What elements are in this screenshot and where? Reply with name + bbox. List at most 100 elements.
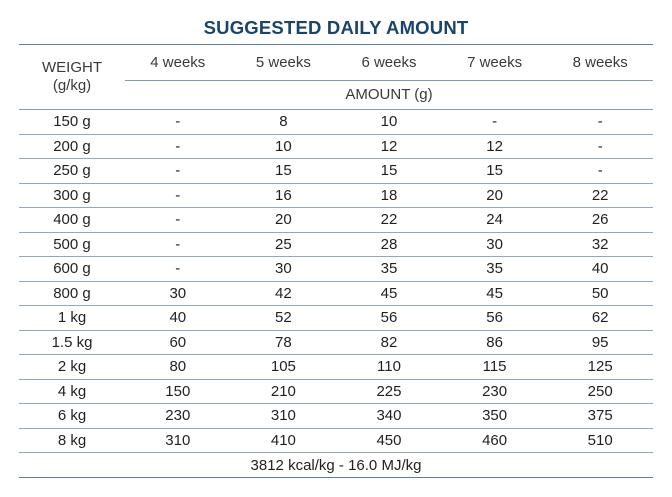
amount-cell: 30 (230, 256, 337, 282)
amount-cell: 350 (441, 403, 548, 429)
table-row: 600 g -30 35 35 40 (19, 256, 653, 282)
table-row: 4 kg 150 210 225 230 250 (19, 379, 653, 404)
amount-cell: 20 (441, 183, 548, 208)
amount-cell: 375 (547, 403, 653, 429)
amount-cell: 12 (441, 134, 548, 159)
amount-cell: 45 (336, 281, 442, 306)
amount-cell: - (547, 134, 653, 159)
amount-cell: 10 (336, 109, 442, 135)
amount-cell: 510 (547, 428, 653, 453)
weight-cell: 1 kg (19, 305, 125, 331)
amount-cell: 35 (336, 256, 442, 282)
week-header: 6 weeks (336, 44, 442, 81)
amount-cell: 25 (230, 232, 337, 257)
weight-cell: 250 g (19, 158, 125, 184)
amount-cell: - (125, 109, 231, 135)
amount-cell: - (125, 158, 231, 184)
amount-cell: - (125, 183, 231, 208)
amount-cell: 45 (441, 281, 548, 306)
amount-cell: 250 (547, 379, 653, 404)
energy-footer-row: 3812 kcal/kg - 16.0 MJ/kg (19, 452, 653, 478)
feeding-table: WEIGHT (g/kg) 4 weeks 5 weeks 6 weeks 7 … (19, 44, 653, 478)
amount-cell: 8 (230, 109, 337, 135)
weight-cell: 8 kg (19, 428, 125, 453)
amount-cell: - (125, 134, 231, 159)
amount-cell: 20 (230, 207, 337, 233)
amount-cell: 16 (230, 183, 337, 208)
table-row: 500 g -25 28 30 32 (19, 232, 653, 257)
amount-cell: - (125, 207, 231, 233)
amount-cell: 115 (441, 354, 548, 380)
table-row: 250 g -15 15 15- (19, 158, 653, 184)
amount-cell: - (125, 256, 231, 282)
weight-cell: 1.5 kg (19, 330, 125, 355)
amount-cell: - (441, 109, 548, 135)
weight-cell: 300 g (19, 183, 125, 208)
weight-cell: 4 kg (19, 379, 125, 404)
amount-cell: 30 (125, 281, 231, 306)
amount-cell: 410 (230, 428, 337, 453)
amount-cell: 86 (441, 330, 548, 355)
table-row: 6 kg 230 310 340 350 375 (19, 403, 653, 429)
table-row: 1 kg 40 52 56 56 62 (19, 305, 653, 331)
amount-cell: 15 (230, 158, 337, 184)
amount-cell: 125 (547, 354, 653, 380)
weight-header-line2: (g/kg) (52, 77, 92, 94)
amount-cell: 22 (336, 207, 442, 233)
table-row: 2 kg 80 105 110 115 125 (19, 354, 653, 380)
table-row: 800 g 30 42 45 45 50 (19, 281, 653, 306)
weight-cell: 200 g (19, 134, 125, 159)
amount-cell: 105 (230, 354, 337, 380)
weight-cell: 500 g (19, 232, 125, 257)
amount-cell: 62 (547, 305, 653, 331)
amount-cell: 18 (336, 183, 442, 208)
amount-cell: 78 (230, 330, 337, 355)
amount-cell: 32 (547, 232, 653, 257)
amount-cell: 460 (441, 428, 548, 453)
amount-cell: 450 (336, 428, 442, 453)
weight-header-line1: WEIGHT (42, 59, 102, 76)
weight-cell: 2 kg (19, 354, 125, 380)
amount-cell: 52 (230, 305, 337, 331)
amount-cell: 340 (336, 403, 442, 429)
amount-cell: 82 (336, 330, 442, 355)
table-row: 200 g -10 12 12- (19, 134, 653, 159)
amount-cell: 225 (336, 379, 442, 404)
week-header: 7 weeks (441, 44, 548, 81)
amount-cell: 50 (547, 281, 653, 306)
amount-cell: 110 (336, 354, 442, 380)
table-row: 400 g -20 22 24 26 (19, 207, 653, 233)
amount-cell: 80 (125, 354, 231, 380)
amount-cell: 42 (230, 281, 337, 306)
amount-cell: 150 (125, 379, 231, 404)
week-header: 4 weeks (125, 44, 231, 81)
table-title: SUGGESTED DAILY AMOUNT (203, 17, 469, 38)
amount-cell: 15 (336, 158, 442, 184)
week-header: 5 weeks (230, 44, 337, 81)
amount-cell: 95 (547, 330, 653, 355)
amount-cell: 310 (230, 403, 337, 429)
amount-cell: 15 (441, 158, 548, 184)
week-header: 8 weeks (547, 44, 653, 81)
amount-cell: 10 (230, 134, 337, 159)
table-row: 150 g -8 10- - (19, 109, 653, 135)
table-body: 150 g -8 10- -200 g -10 12 12-250 g -15 15 15-300… (19, 109, 653, 453)
weight-cell: 150 g (19, 109, 125, 135)
energy-content: 3812 kcal/kg - 16.0 MJ/kg (19, 452, 653, 478)
amount-cell: 40 (125, 305, 231, 331)
amount-cell: 310 (125, 428, 231, 453)
weight-cell: 600 g (19, 256, 125, 282)
weight-cell: 800 g (19, 281, 125, 306)
table-row: 1.5 kg 60 78 82 86 95 (19, 330, 653, 355)
weight-column-header: WEIGHT (g/kg) (19, 44, 125, 110)
amount-cell: 210 (230, 379, 337, 404)
weight-cell: 400 g (19, 207, 125, 233)
amount-cell: 230 (125, 403, 231, 429)
amount-cell: 30 (441, 232, 548, 257)
amount-cell: 28 (336, 232, 442, 257)
amount-cell: - (547, 109, 653, 135)
table-row: 300 g -16 18 20 22 (19, 183, 653, 208)
amount-cell: 22 (547, 183, 653, 208)
amount-cell: 12 (336, 134, 442, 159)
